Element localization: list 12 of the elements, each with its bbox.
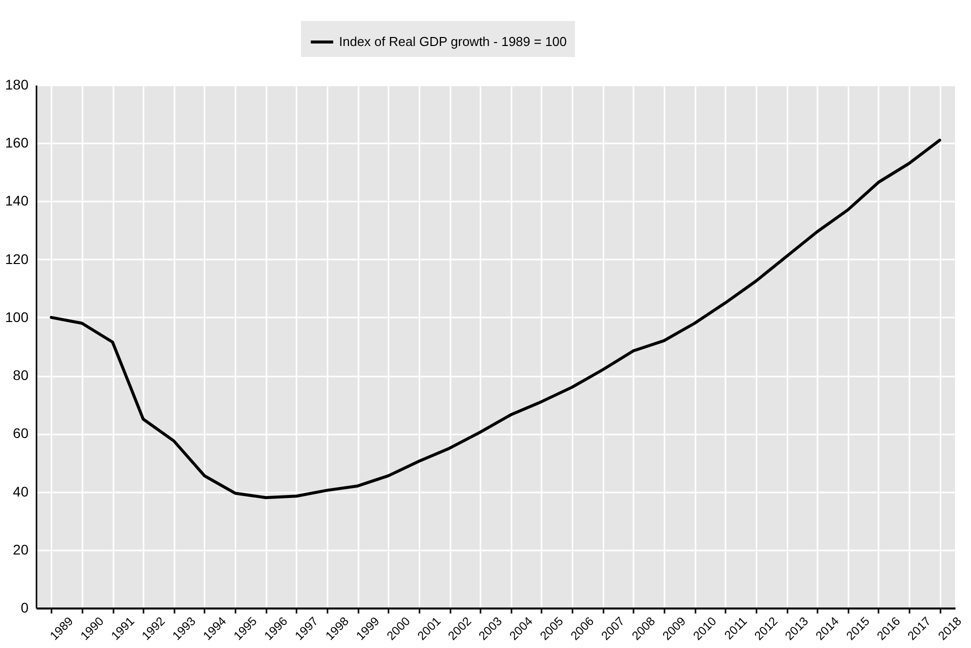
y-tick-label: 120 [5,250,29,267]
y-tick-label: 0 [20,600,29,616]
y-tick-label: 80 [12,367,29,384]
y-tick-label: 160 [5,134,29,151]
legend-label: Index of Real GDP growth - 1989 = 100 [339,34,567,49]
y-tick-label: 40 [12,483,29,500]
y-tick-label: 60 [12,425,29,442]
y-tick-label: 140 [5,192,29,209]
y-tick-label: 20 [12,541,29,558]
y-tick-label: 180 [5,76,29,92]
line-series [50,138,942,500]
y-tick-label: 100 [5,308,29,325]
